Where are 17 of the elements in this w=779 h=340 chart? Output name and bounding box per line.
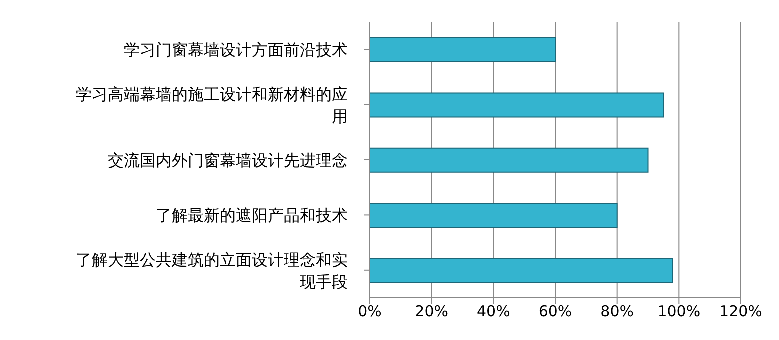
x-tick-label: 100% — [658, 302, 701, 321]
bar — [370, 258, 674, 284]
x-tick-label: 20% — [415, 302, 449, 321]
x-tick-label: 40% — [476, 302, 510, 321]
x-tick-label: 60% — [538, 302, 572, 321]
y-tick-label: 了解最新的遮阳产品和技术 — [156, 206, 348, 225]
y-tick-label: 学习高端幕墙的施工设计和新材料的应用 — [76, 84, 348, 126]
x-tick-label: 0% — [358, 302, 382, 321]
x-tick-label: 120% — [720, 302, 762, 321]
bar — [370, 203, 618, 228]
bar — [370, 92, 664, 118]
y-tick-label: 交流国内外门窗幕墙设计先进理念 — [108, 150, 348, 170]
y-tick-label: 了解大型公共建筑的立面设计理念和实现手段 — [76, 250, 348, 291]
bar — [370, 148, 649, 173]
y-tick-label: 学习门窗幕墙设计方面前沿技术 — [124, 40, 348, 60]
x-tick-label: 80% — [600, 302, 634, 321]
bar — [370, 38, 556, 62]
